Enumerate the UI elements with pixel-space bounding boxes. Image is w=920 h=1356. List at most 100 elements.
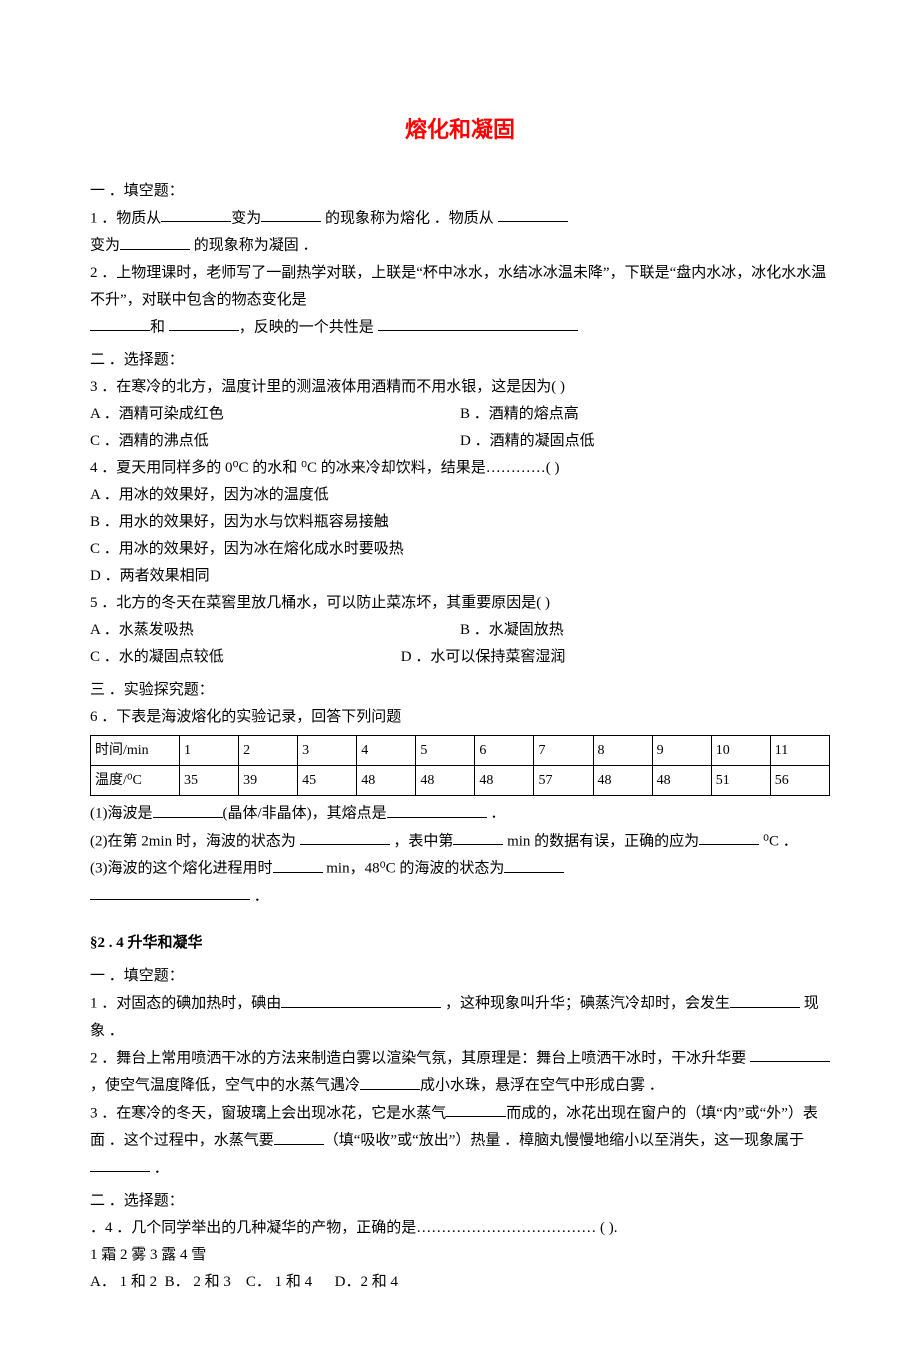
table-cell: 5	[416, 736, 475, 766]
p2-q2: 2 ．舞台上常用喷洒干冰的方法来制造白雾以渲染气氛，其原理是：舞台上喷洒干冰时，…	[90, 1045, 830, 1100]
blank	[281, 990, 441, 1008]
table-cell: 2	[239, 736, 298, 766]
table-cell: 39	[239, 766, 298, 796]
table-cell: 1	[180, 736, 239, 766]
table-cell: 10	[711, 736, 770, 766]
p2-q1a: 1 ．对固态的碘加热时，碘由	[90, 996, 281, 1012]
p2-q4d: D．2 和 4	[335, 1274, 398, 1290]
section-2-choice: 二 ．选择题：	[90, 347, 830, 374]
q6-2b: ，表中第	[390, 833, 454, 849]
table-cell: 48	[475, 766, 534, 796]
q3-opt-c: C ．酒精的沸点低	[90, 428, 460, 455]
table-cell: 3	[298, 736, 357, 766]
p2-q1: 1 ．对固态的碘加热时，碘由 ，这种现象叫升华；碘蒸汽冷却时，会发生 现象 ．	[90, 990, 830, 1045]
q1d: 变为	[90, 238, 120, 254]
q6-1a: (1)海波是	[90, 806, 153, 822]
blank	[378, 314, 578, 332]
table-cell: 51	[711, 766, 770, 796]
blank	[446, 1100, 506, 1118]
table-cell: 45	[298, 766, 357, 796]
q1b: 变为	[231, 210, 261, 226]
q2-line2: 和 ，反映的一个共性是	[90, 314, 830, 342]
blank	[161, 205, 231, 223]
q6-2c: min 的数据有误，正确的应为	[503, 833, 699, 849]
p2-q4c: C． 1 和 4	[246, 1274, 312, 1290]
table-row-head: 温度/⁰C	[91, 766, 180, 796]
q1a: 1 ．物质从	[90, 210, 161, 226]
p2-sec1-fill: 一 ．填空题：	[90, 963, 830, 990]
blank	[153, 800, 223, 818]
table-cell: 48	[593, 766, 652, 796]
q1-line2: 变为 的现象称为凝固 ．	[90, 232, 830, 260]
p2-q4a: A． 1 和 2	[90, 1274, 157, 1290]
blank	[274, 1127, 324, 1145]
p2-q2c: 成小水珠，悬浮在空气中形成白雾 ．	[420, 1078, 664, 1094]
blank	[169, 314, 239, 332]
q6-2d: ⁰C ．	[759, 833, 798, 849]
q6: 6 ．下表是海波熔化的实验记录，回答下列问题	[90, 704, 830, 731]
q2c: ，反映的一个共性是	[239, 319, 378, 335]
q6-1: (1)海波是(晶体/非晶体)，其熔点是 ．	[90, 800, 830, 828]
q1c: 的现象称为熔化 ．物质从	[321, 210, 497, 226]
q1e: 的现象称为凝固 ．	[190, 238, 318, 254]
q4-opt-b: B ．用水的效果好，因为水与饮料瓶容易接触	[90, 509, 830, 536]
q6-3b: min，48⁰C 的海波的状态为	[323, 861, 505, 877]
page-title: 熔化和凝固	[90, 110, 830, 150]
blank	[453, 828, 503, 846]
table-cell: 48	[357, 766, 416, 796]
experiment-table: 时间/min 1 2 3 4 5 6 7 8 9 10 11 温度/⁰C 35 …	[90, 735, 830, 796]
p2-q4-opts: 1 霜 2 雾 3 露 4 雪	[90, 1242, 830, 1269]
blank	[90, 1155, 150, 1173]
table-cell: 9	[652, 736, 711, 766]
q5-opt-b: B ．水凝固放热	[460, 617, 830, 644]
p2-q3d: ．	[150, 1160, 169, 1176]
q4-opt-d: D ．两者效果相同	[90, 563, 830, 590]
p2-q4-choices: A． 1 和 2 B． 2 和 3 C． 1 和 4 D．2 和 4	[90, 1269, 830, 1296]
table-cell: 7	[534, 736, 593, 766]
blank	[699, 828, 759, 846]
q4-opt-c: C ．用冰的效果好，因为冰在熔化成水时要吸热	[90, 536, 830, 563]
blank	[90, 883, 250, 901]
q3-opt-a: A ．酒精可染成红色	[90, 401, 460, 428]
table-cell: 48	[652, 766, 711, 796]
blank	[750, 1045, 830, 1063]
p2-q3: 3 ．在寒冷的冬天，窗玻璃上会出现冰花，它是水蒸气而成的，冰花出现在窗户的（填“…	[90, 1100, 830, 1183]
table-cell: 57	[534, 766, 593, 796]
table-row-head: 时间/min	[91, 736, 180, 766]
p2-q2a: 2 ．舞台上常用喷洒干冰的方法来制造白雾以渲染气氛，其原理是：舞台上喷洒干冰时，…	[90, 1050, 750, 1066]
q2b: 和	[150, 319, 169, 335]
table-cell: 6	[475, 736, 534, 766]
p2-q3a: 3 ．在寒冷的冬天，窗玻璃上会出现冰花，它是水蒸气	[90, 1105, 446, 1121]
blank	[730, 990, 800, 1008]
p2-q2b: ，使空气温度降低，空气中的水蒸气遇冷	[90, 1078, 360, 1094]
table-cell: 11	[770, 736, 829, 766]
blank	[498, 205, 568, 223]
q3-opt-b: B ．酒精的熔点高	[460, 401, 830, 428]
blank	[360, 1072, 420, 1090]
q4-opt-a: A ．用冰的效果好，因为冰的温度低	[90, 482, 830, 509]
q1-line1: 1 ．物质从 变为 的现象称为熔化 ．物质从	[90, 205, 830, 233]
section-2-4-head: §2 . 4 升华和凝华	[90, 930, 830, 957]
q6-2: (2)在第 2min 时，海波的状态为 ，表中第 min 的数据有误，正确的应为…	[90, 828, 830, 856]
p2-sec2-choice: 二 ．选择题：	[90, 1188, 830, 1215]
q5: 5 ．北方的冬天在菜窖里放几桶水，可以防止菜冻坏，其重要原因是( )	[90, 590, 830, 617]
blank	[120, 232, 190, 250]
table-cell: 48	[416, 766, 475, 796]
q6-2a: (2)在第 2min 时，海波的状态为	[90, 833, 300, 849]
table-cell: 4	[357, 736, 416, 766]
section-3-exp: 三 ．实验探究题：	[90, 677, 830, 704]
q4: 4 ．夏天用同样多的 0⁰C 的水和 ⁰C 的冰来冷却饮料，结果是…………( )	[90, 455, 830, 482]
q6-3: (3)海波的这个熔化进程用时 min，48⁰C 的海波的状态为	[90, 855, 830, 883]
q6-3-cont: ．	[90, 883, 830, 911]
blank	[273, 855, 323, 873]
section-1-fill: 一 ．填空题：	[90, 178, 830, 205]
blank	[300, 828, 390, 846]
q6-1c: ．	[487, 806, 506, 822]
q6-3a: (3)海波的这个熔化进程用时	[90, 861, 273, 877]
blank	[504, 855, 564, 873]
p2-q4: ．4 ．几个同学举出的几种凝华的产物，正确的是……………………………… ( ).	[90, 1215, 830, 1242]
q3: 3 ．在寒冷的北方，温度计里的测温液体用酒精而不用水银，这是因为( )	[90, 374, 830, 401]
table-cell: 56	[770, 766, 829, 796]
q5-opt-c: C ．水的凝固点较低	[90, 644, 401, 671]
p2-q3c: （填“吸收”或“放出”）热量 ．樟脑丸慢慢地缩小以至消失，这一现象属于	[324, 1133, 804, 1149]
